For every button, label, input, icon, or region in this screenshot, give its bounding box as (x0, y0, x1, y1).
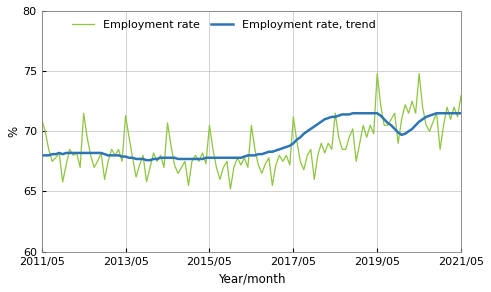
Legend: Employment rate, Employment rate, trend: Employment rate, Employment rate, trend (68, 17, 379, 33)
Employment rate (39, 117, 45, 121)
Employment rate, trend (42, 154, 48, 157)
Employment rate (42, 130, 48, 133)
Employment rate, trend (423, 115, 429, 119)
Employment rate (440, 124, 446, 127)
Employment rate (63, 163, 69, 167)
Employment rate (332, 112, 338, 115)
Employment rate, trend (39, 154, 45, 157)
Employment rate, trend (143, 159, 149, 162)
Employment rate (427, 130, 433, 133)
Employment rate, trend (332, 115, 338, 119)
Employment rate, trend (437, 112, 443, 115)
Line: Employment rate, trend: Employment rate, trend (42, 110, 491, 160)
Employment rate, trend (63, 151, 69, 155)
Line: Employment rate: Employment rate (42, 74, 491, 189)
Employment rate (374, 72, 380, 75)
Y-axis label: %: % (7, 126, 20, 137)
Employment rate (227, 187, 233, 191)
X-axis label: Year/month: Year/month (218, 272, 285, 285)
